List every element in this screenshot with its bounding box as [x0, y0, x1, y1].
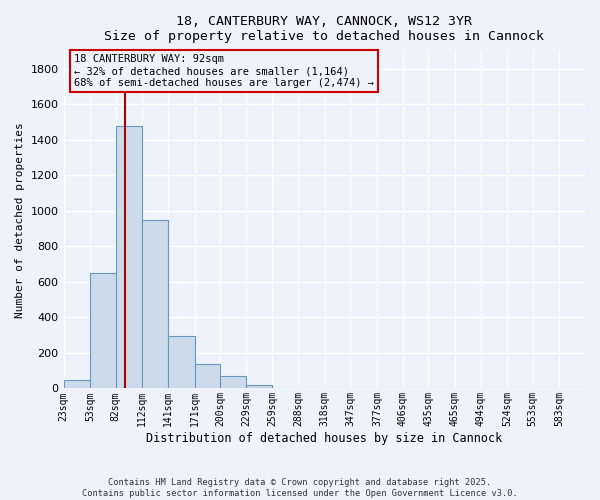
- Y-axis label: Number of detached properties: Number of detached properties: [15, 122, 25, 318]
- Bar: [220, 376, 246, 388]
- Text: Contains HM Land Registry data © Crown copyright and database right 2025.
Contai: Contains HM Land Registry data © Crown c…: [82, 478, 518, 498]
- Bar: [246, 385, 272, 388]
- Bar: [116, 126, 142, 388]
- Title: 18, CANTERBURY WAY, CANNOCK, WS12 3YR
Size of property relative to detached hous: 18, CANTERBURY WAY, CANNOCK, WS12 3YR Si…: [104, 15, 544, 43]
- Text: 18 CANTERBURY WAY: 92sqm
← 32% of detached houses are smaller (1,164)
68% of sem: 18 CANTERBURY WAY: 92sqm ← 32% of detach…: [74, 54, 374, 88]
- Bar: [64, 380, 90, 388]
- Bar: [90, 273, 116, 388]
- Bar: [194, 364, 220, 388]
- X-axis label: Distribution of detached houses by size in Cannock: Distribution of detached houses by size …: [146, 432, 502, 445]
- Bar: [168, 336, 194, 388]
- Bar: [142, 220, 168, 388]
